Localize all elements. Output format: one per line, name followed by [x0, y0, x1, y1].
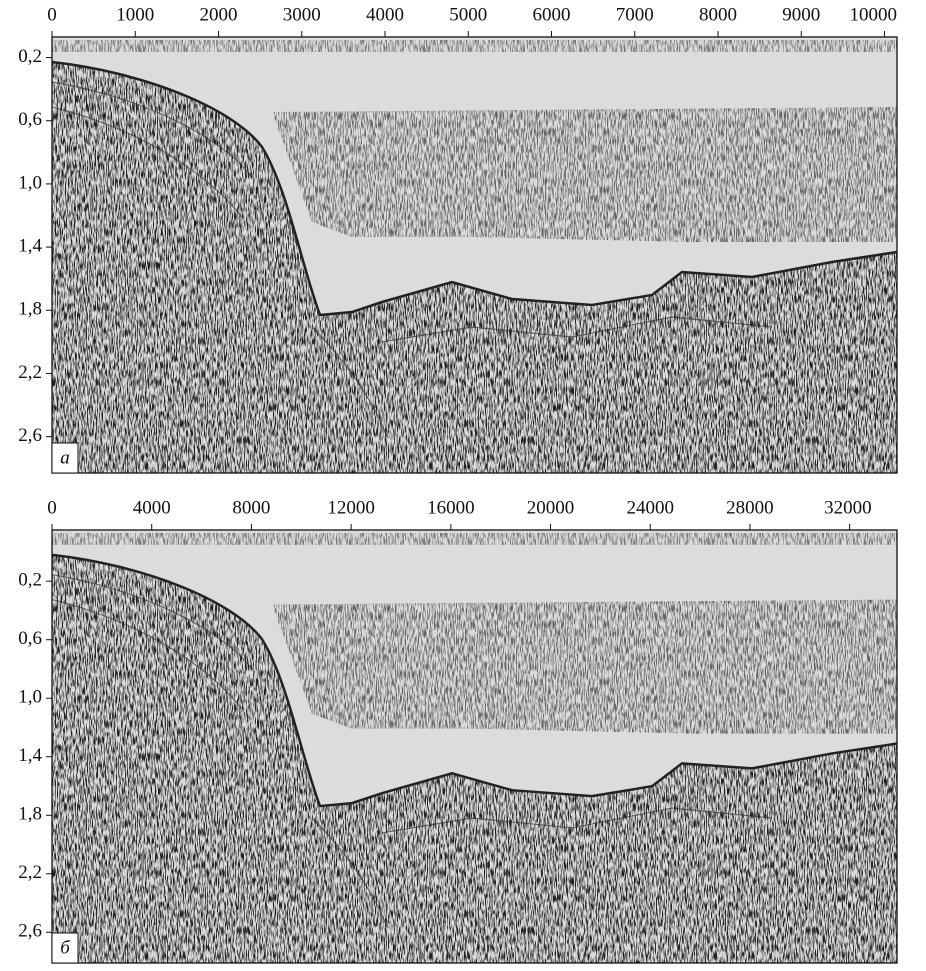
y-tick-label: 1,4: [18, 235, 42, 256]
x-tick-label: 1000: [116, 4, 154, 25]
y-tick-label: 2,2: [18, 862, 42, 883]
x-tick-label: 2000: [200, 4, 238, 25]
x-tick-label: 28000: [726, 497, 774, 518]
x-tick-label: 16000: [427, 497, 475, 518]
x-tick-label: 7000: [616, 4, 654, 25]
panels: 0 1000 2000 3000 4000 5000 6000 7000 8000 9000 100…: [18, 4, 898, 964]
x-tick-label: 5000: [449, 4, 487, 25]
x-tick-label: 4000: [366, 4, 404, 25]
x-tick-label: 3000: [283, 4, 321, 25]
x-tick-label: 32000: [824, 497, 872, 518]
y-tick-label: 1,8: [18, 299, 42, 320]
x-tick-label: 8000: [699, 4, 737, 25]
y-tick-label: 1,0: [18, 687, 42, 708]
x-tick-label: 4000: [133, 497, 171, 518]
y-tick-label: 1,0: [18, 172, 42, 193]
y-tick-label: 0,6: [18, 109, 42, 130]
y-tick-label: 1,4: [18, 745, 42, 766]
y-tick-label: 0,6: [18, 628, 42, 649]
x-tick-label: 24000: [626, 497, 674, 518]
y-tick-label: 2,2: [18, 362, 42, 383]
y-tick-label: 2,6: [18, 921, 42, 942]
y-tick-label: 2,6: [18, 425, 42, 446]
x-tick-label: 8000: [232, 497, 270, 518]
panel-label: б: [60, 937, 71, 958]
y-tick-label: 1,8: [18, 804, 42, 825]
plot-frame: [51, 529, 898, 964]
seismic-section: [52, 37, 897, 473]
seismic-section: [52, 530, 897, 963]
x-tick-label: 0: [47, 4, 57, 25]
panel-label-box: [51, 442, 79, 474]
panel: 0 4000 8000 12000 16000 20000 24000 28000 32000 0…: [18, 497, 898, 964]
panel-label: а: [60, 447, 70, 468]
x-tick-label: 0: [47, 497, 57, 518]
plot-frame: [51, 36, 898, 474]
x-tick-label: 9000: [782, 4, 820, 25]
x-tick-label: 6000: [533, 4, 571, 25]
x-tick-label: 12000: [327, 497, 375, 518]
x-tick-label: 20000: [527, 497, 575, 518]
panel-label-box: [51, 932, 79, 964]
panel: 0 1000 2000 3000 4000 5000 6000 7000 8000 9000 100…: [18, 4, 898, 474]
y-tick-label: 0,2: [18, 46, 42, 67]
y-tick-label: 0,2: [18, 570, 42, 591]
x-tick-label: 10000: [850, 4, 898, 25]
